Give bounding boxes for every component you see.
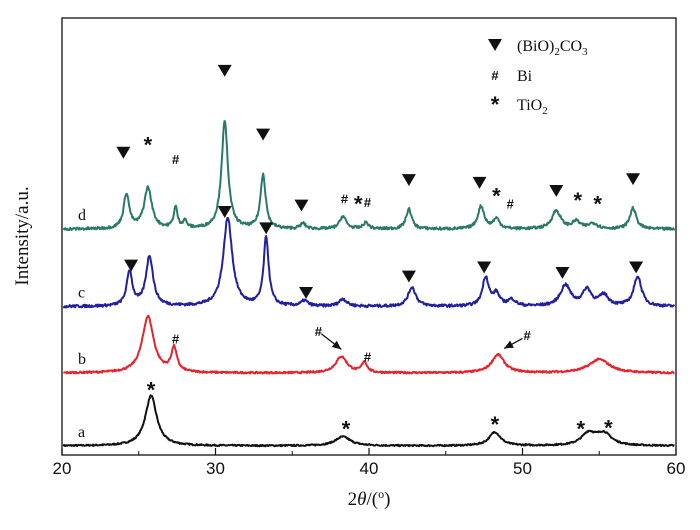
bioco3-peak-marker bbox=[124, 259, 139, 272]
bi-peak-marker: # bbox=[364, 350, 372, 365]
tio2-peak-marker: * bbox=[342, 417, 351, 442]
series-a-line bbox=[62, 394, 675, 448]
bi-peak-marker: # bbox=[507, 197, 515, 212]
bi-peak-marker: # bbox=[172, 152, 180, 167]
bioco3-peak-marker bbox=[294, 199, 309, 212]
x-tick-label: 60 bbox=[667, 459, 686, 478]
bioco3-peak-marker bbox=[401, 270, 416, 283]
bioco3-peak-marker bbox=[477, 261, 492, 274]
legend-label: TiO2 bbox=[517, 97, 548, 117]
tio2-peak-marker: * bbox=[604, 416, 613, 441]
bioco3-peak-marker bbox=[629, 261, 644, 274]
legend-triangle-icon bbox=[488, 39, 502, 51]
bi-peak-marker: # bbox=[341, 191, 349, 206]
tio2-peak-marker: * bbox=[577, 417, 586, 442]
tio2-peak-marker: * bbox=[492, 184, 501, 209]
legend-label: (BiO)2CO3 bbox=[517, 38, 588, 58]
series-d-line bbox=[62, 120, 676, 232]
x-axis-label: 2θ/(o) bbox=[348, 487, 391, 510]
annotation-arrowhead bbox=[504, 340, 514, 349]
series-b-line bbox=[62, 314, 675, 375]
series-d-label: d bbox=[78, 207, 86, 224]
tio2-peak-marker: * bbox=[144, 133, 153, 158]
x-axis-ticks: 20 30 40 50 60 bbox=[53, 448, 686, 478]
legend-star-icon: * bbox=[491, 92, 500, 117]
bi-peak-marker: # bbox=[523, 328, 531, 343]
bioco3-peak-marker bbox=[549, 185, 564, 197]
series-c-line bbox=[62, 216, 676, 309]
bioco3-peak-marker bbox=[555, 266, 570, 279]
annotation-arrowhead bbox=[331, 340, 342, 350]
bioco3-peak-marker bbox=[299, 286, 314, 299]
bioco3-peak-marker bbox=[626, 173, 641, 186]
bioco3-peak-marker bbox=[217, 205, 232, 218]
series-a-label: a bbox=[78, 424, 85, 441]
bioco3-peak-marker bbox=[472, 176, 487, 189]
tio2-peak-marker: * bbox=[147, 377, 156, 402]
series-layer: a b c d bbox=[62, 120, 676, 448]
y-axis-label: Intensity/a.u. bbox=[12, 186, 33, 285]
bioco3-peak-marker bbox=[401, 174, 416, 187]
tio2-peak-marker: * bbox=[354, 192, 363, 217]
legend-hash-icon: # bbox=[491, 68, 499, 83]
bioco3-peak-marker bbox=[256, 128, 271, 141]
x-tick-label: 30 bbox=[206, 459, 225, 478]
bioco3-peak-marker bbox=[116, 146, 131, 159]
bi-peak-marker: # bbox=[364, 195, 372, 210]
legend-label: Bi bbox=[517, 68, 533, 85]
tio2-peak-marker: * bbox=[573, 188, 582, 213]
x-tick-label: 20 bbox=[53, 459, 72, 478]
tio2-peak-marker: * bbox=[593, 192, 602, 217]
tio2-peak-marker: * bbox=[491, 412, 500, 437]
bi-peak-marker: # bbox=[172, 331, 180, 346]
series-c-label: c bbox=[78, 284, 85, 301]
bioco3-peak-marker bbox=[217, 64, 232, 77]
x-tick-label: 40 bbox=[360, 459, 379, 478]
x-tick-label: 50 bbox=[513, 459, 532, 478]
bi-peak-marker: # bbox=[315, 324, 323, 339]
bioco3-peak-marker bbox=[259, 222, 274, 235]
marker-layer: ** * * *# ###*## * # * # * * bbox=[116, 64, 644, 442]
series-b-label: b bbox=[78, 351, 86, 368]
legend: (BiO)2CO3 # Bi * TiO2 bbox=[488, 38, 588, 117]
